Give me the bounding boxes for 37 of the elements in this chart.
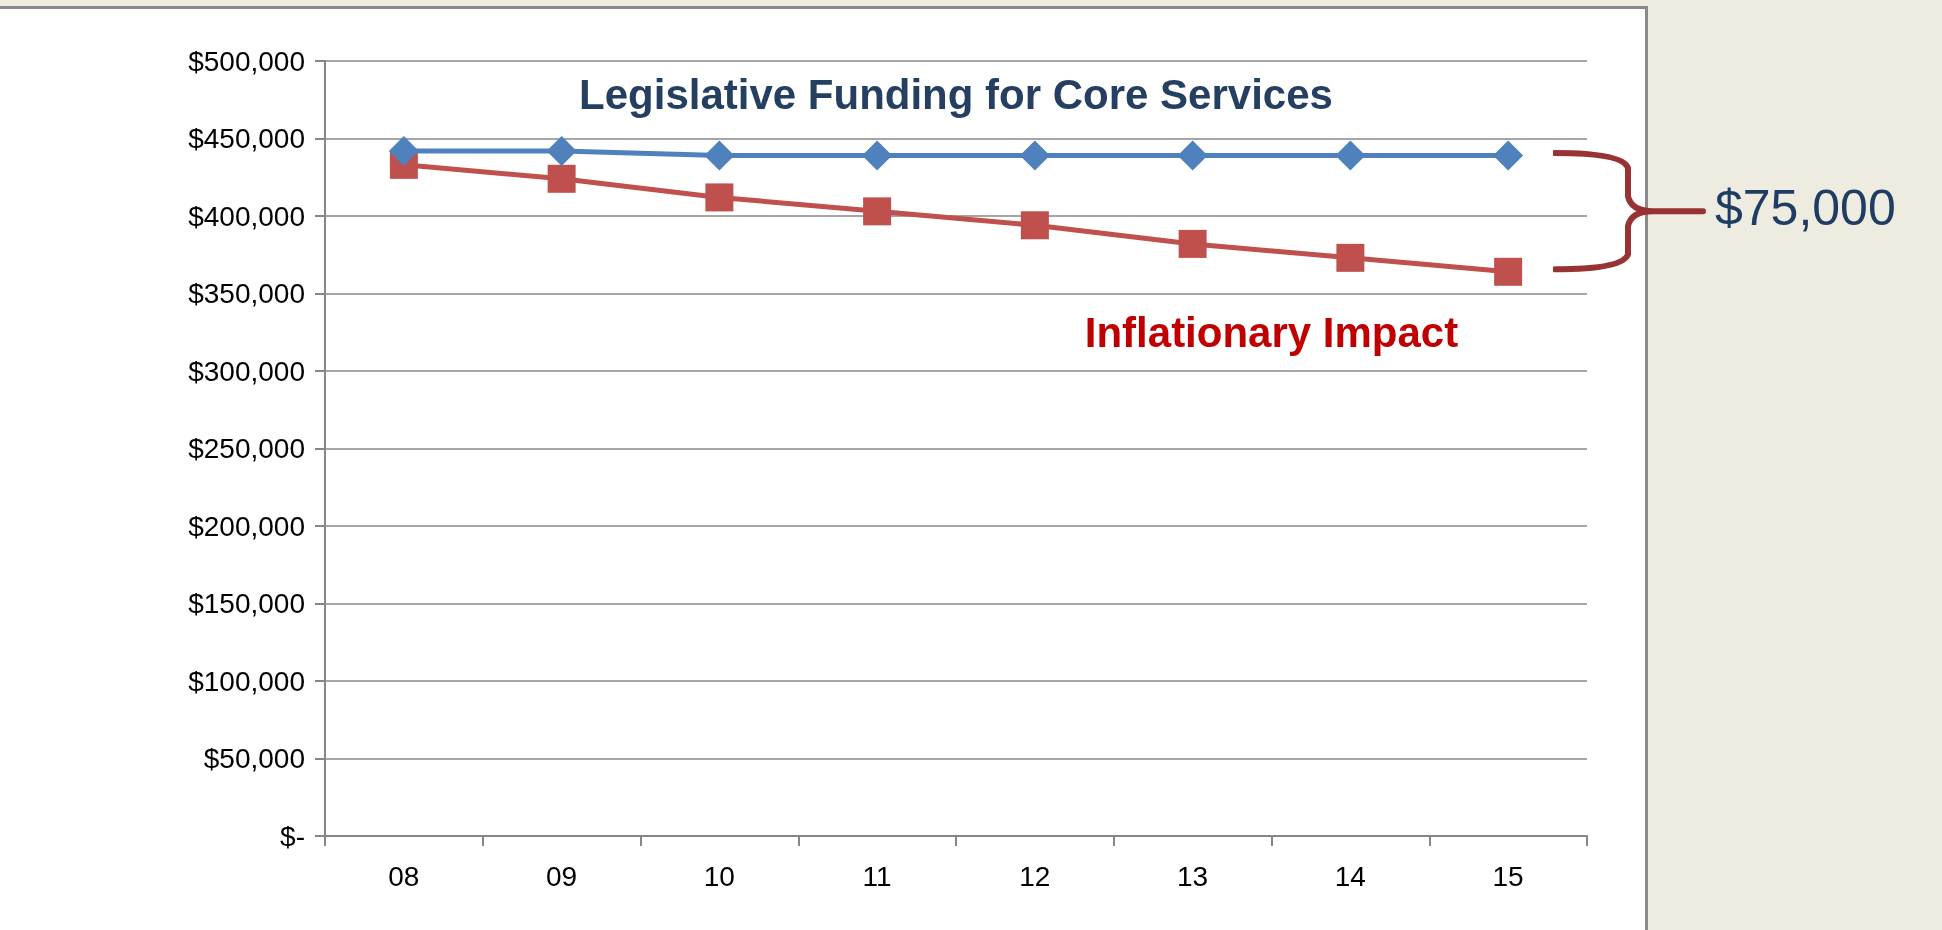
point <box>546 135 577 166</box>
x-tick-label: 11 <box>862 860 892 892</box>
point <box>1493 140 1524 171</box>
series-label: Legislative Funding for Core Services <box>579 70 1333 119</box>
point <box>704 140 735 171</box>
y-tick-label: $250,000 <box>188 433 305 464</box>
point <box>1336 243 1365 272</box>
point <box>1019 140 1050 171</box>
y-tick-label: $200,000 <box>188 510 305 542</box>
x-tick-label: 12 <box>1019 860 1051 892</box>
x-tick-label: 14 <box>1334 860 1366 892</box>
x-tick-label: 08 <box>388 860 420 892</box>
y-tick-label: $450,000 <box>188 123 305 154</box>
x-tick-label: 10 <box>703 860 735 892</box>
y-tick-label: $300,000 <box>188 355 305 387</box>
y-tick-label: $100,000 <box>188 665 305 697</box>
y-tick-label: $400,000 <box>188 200 305 232</box>
y-tick-label: $50,000 <box>203 743 305 774</box>
text: $75,000 <box>1715 178 1896 237</box>
point <box>1020 211 1049 240</box>
y-tick-label: $- <box>280 820 305 852</box>
point <box>1494 257 1523 286</box>
point <box>862 140 893 171</box>
y-tick-label: $350,000 <box>188 278 305 309</box>
x-tick-label: 15 <box>1492 860 1524 892</box>
point <box>705 183 734 212</box>
point <box>1178 229 1207 258</box>
point <box>1335 140 1366 171</box>
y-tick-label: $500,000 <box>188 45 305 77</box>
point <box>863 197 892 226</box>
series-label: Inflationary Impact <box>1084 308 1459 357</box>
point <box>1177 140 1208 171</box>
x-tick-label: 13 <box>1177 860 1209 892</box>
y-tick-label: $150,000 <box>188 588 305 619</box>
x-tick-label: 09 <box>546 860 578 892</box>
point <box>547 164 576 193</box>
point <box>388 135 419 166</box>
